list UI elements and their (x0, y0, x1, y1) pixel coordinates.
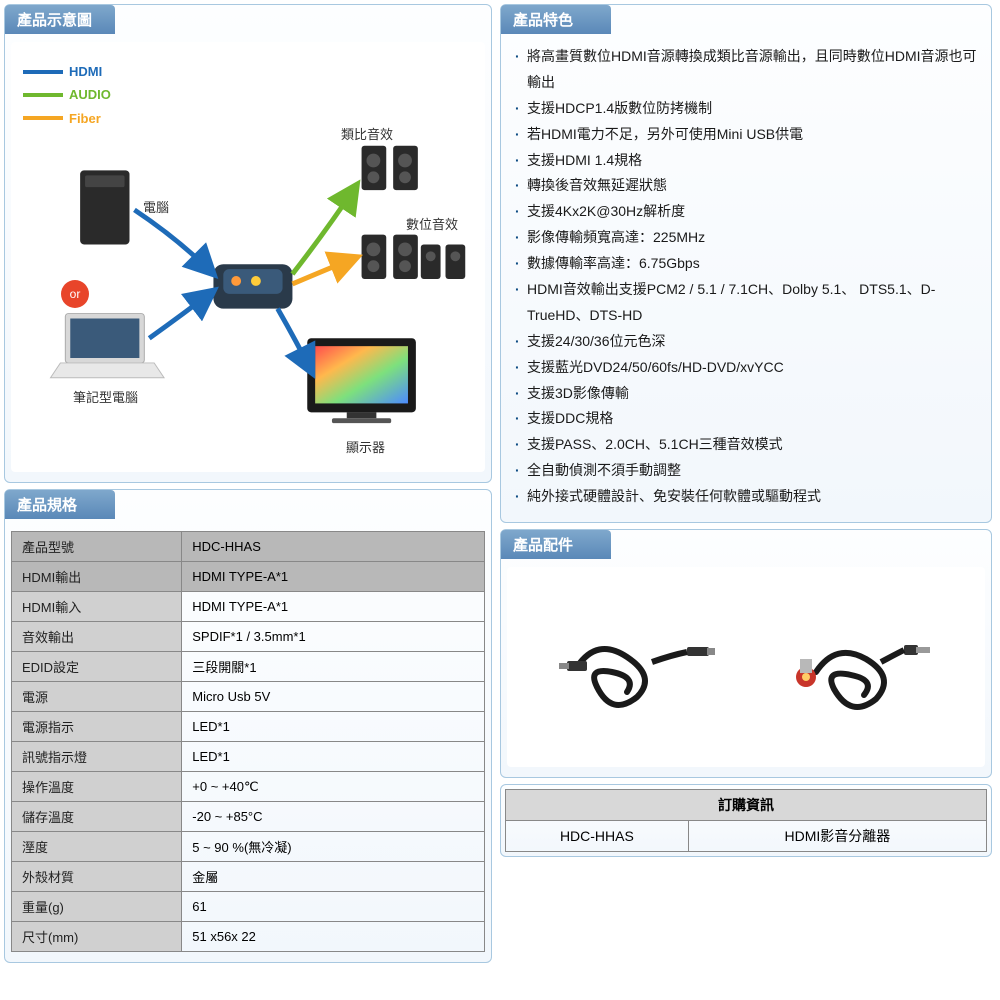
spec-label: 電源指示 (12, 712, 182, 742)
feature-item: 支援24/30/36位元色深 (515, 329, 977, 355)
feature-item: 影像傳輸頻寬高達：225MHz (515, 225, 977, 251)
spec-value: HDMI TYPE-A*1 (182, 562, 485, 592)
spec-value: -20 ~ +85°C (182, 802, 485, 832)
feature-item: 支援PASS、2.0CH、5.1CH三種音效模式 (515, 432, 977, 458)
spec-header-label: 產品型號 (12, 532, 182, 562)
spec-label: 操作溫度 (12, 772, 182, 802)
feature-item: 數據傳輸率高達：6.75Gbps (515, 251, 977, 277)
spec-value: 金屬 (182, 862, 485, 892)
spec-label: EDID設定 (12, 652, 182, 682)
spec-label: HDMI輸出 (12, 562, 182, 592)
or-badge: or (61, 280, 89, 308)
spec-label: 儲存溫度 (12, 802, 182, 832)
feature-item: 支援4Kx2K@30Hz解析度 (515, 199, 977, 225)
table-row: 音效輸出SPDIF*1 / 3.5mm*1 (12, 622, 485, 652)
table-row: 訊號指示燈LED*1 (12, 742, 485, 772)
feature-item: 支援3D影像傳輸 (515, 381, 977, 407)
specs-table: 產品型號HDC-HHAS HDMI輸出HDMI TYPE-A*1HDMI輸入HD… (11, 531, 485, 952)
spec-label: 尺寸(mm) (12, 922, 182, 952)
order-table: 訂購資訊 HDC-HHAS HDMI影音分離器 (505, 789, 987, 852)
spec-label: 重量(g) (12, 892, 182, 922)
spec-value: LED*1 (182, 742, 485, 772)
spec-value: 61 (182, 892, 485, 922)
spec-value: 三段開關*1 (182, 652, 485, 682)
specs-panel: 產品規格 產品型號HDC-HHAS HDMI輸出HDMI TYPE-A*1HDM… (4, 489, 492, 963)
table-row: EDID設定三段開關*1 (12, 652, 485, 682)
spec-value: 51 x56x 22 (182, 922, 485, 952)
feature-item: 支援藍光DVD24/50/60fs/HD-DVD/xvYCC (515, 355, 977, 381)
feature-item: 支援HDMI 1.4規格 (515, 148, 977, 174)
spec-label: 電源 (12, 682, 182, 712)
accessories-image (507, 567, 985, 767)
label-digital: 數位音效 (406, 214, 458, 233)
order-panel: 訂購資訊 HDC-HHAS HDMI影音分離器 (500, 784, 992, 857)
audio-cable-icon (776, 617, 936, 717)
diagram-panel: 產品示意圖 HDMI AUDIO Fiber (4, 4, 492, 483)
feature-item: 將高畫質數位HDMI音源轉換成類比音源輸出，且同時數位HDMI音源也可輸出 (515, 44, 977, 96)
table-row: 尺寸(mm)51 x56x 22 (12, 922, 485, 952)
usb-cable-icon (557, 617, 717, 717)
table-row: 重量(g)61 (12, 892, 485, 922)
label-computer: 電腦 (143, 197, 169, 216)
label-laptop: 筆記型電腦 (73, 387, 138, 406)
order-name: HDMI影音分離器 (688, 821, 986, 852)
spec-label: 溼度 (12, 832, 182, 862)
table-row: HDMI輸出HDMI TYPE-A*1 (12, 562, 485, 592)
features-panel: 產品特色 將高畫質數位HDMI音源轉換成類比音源輸出，且同時數位HDMI音源也可… (500, 4, 992, 523)
spec-label: HDMI輸入 (12, 592, 182, 622)
spec-value: SPDIF*1 / 3.5mm*1 (182, 622, 485, 652)
accessories-panel: 產品配件 (500, 529, 992, 778)
label-analog: 類比音效 (341, 124, 393, 143)
feature-item: 支援HDCP1.4版數位防拷機制 (515, 96, 977, 122)
feature-item: 支援DDC規格 (515, 406, 977, 432)
table-row: 儲存溫度-20 ~ +85°C (12, 802, 485, 832)
feature-item: 純外接式硬體設計、免安裝任何軟體或驅動程式 (515, 484, 977, 510)
table-row: 外殼材質金屬 (12, 862, 485, 892)
specs-title: 產品規格 (5, 490, 115, 519)
spec-value: HDMI TYPE-A*1 (182, 592, 485, 622)
feature-item: 若HDMI電力不足，另外可使用Mini USB供電 (515, 122, 977, 148)
table-row: 操作溫度+0 ~ +40℃ (12, 772, 485, 802)
spec-value: Micro Usb 5V (182, 682, 485, 712)
table-row: HDMI輸入HDMI TYPE-A*1 (12, 592, 485, 622)
spec-value: 5 ~ 90 %(無冷凝) (182, 832, 485, 862)
order-model: HDC-HHAS (506, 821, 689, 852)
table-row: 電源Micro Usb 5V (12, 682, 485, 712)
features-list: 將高畫質數位HDMI音源轉換成類比音源輸出，且同時數位HDMI音源也可輸出支援H… (507, 42, 985, 512)
feature-item: HDMI音效輸出支援PCM2 / 5.1 / 7.1CH、Dolby 5.1、 … (515, 277, 977, 329)
table-row: 電源指示LED*1 (12, 712, 485, 742)
accessories-title: 產品配件 (501, 530, 611, 559)
spec-header-value: HDC-HHAS (182, 532, 485, 562)
spec-value: +0 ~ +40℃ (182, 772, 485, 802)
spec-label: 訊號指示燈 (12, 742, 182, 772)
feature-item: 轉換後音效無延遲狀態 (515, 173, 977, 199)
feature-item: 全自動偵測不須手動調整 (515, 458, 977, 484)
features-title: 產品特色 (501, 5, 611, 34)
label-display: 顯示器 (346, 437, 385, 456)
order-header: 訂購資訊 (506, 790, 987, 821)
spec-label: 音效輸出 (12, 622, 182, 652)
diagram-area: HDMI AUDIO Fiber (11, 42, 485, 472)
diagram-title: 產品示意圖 (5, 5, 115, 34)
spec-label: 外殼材質 (12, 862, 182, 892)
spec-value: LED*1 (182, 712, 485, 742)
table-row: 溼度5 ~ 90 %(無冷凝) (12, 832, 485, 862)
